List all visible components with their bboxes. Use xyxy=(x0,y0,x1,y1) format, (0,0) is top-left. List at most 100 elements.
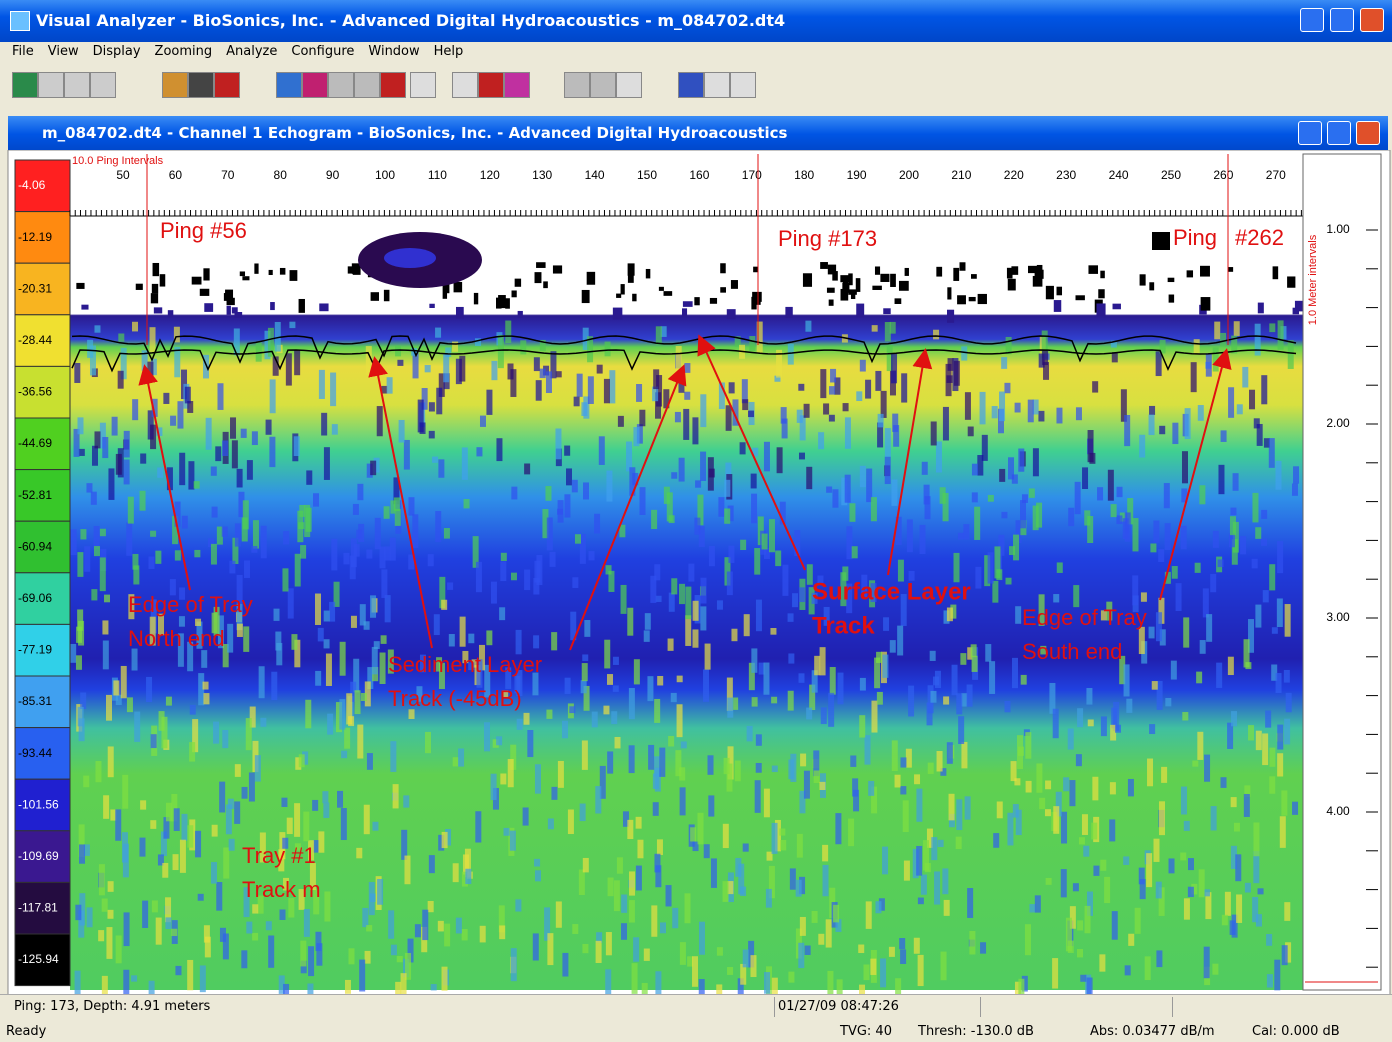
echo-pixel xyxy=(1237,404,1243,414)
toolbar-button[interactable] xyxy=(678,72,704,98)
toolbar-button[interactable] xyxy=(410,72,436,98)
echo-pixel xyxy=(1018,449,1024,472)
echo-pixel xyxy=(511,948,517,981)
menu-item[interactable]: Window xyxy=(368,44,419,59)
menu-item[interactable]: Help xyxy=(434,44,464,59)
echo-pixel xyxy=(621,895,627,913)
toolbar-button[interactable] xyxy=(354,72,380,98)
echo-pixel xyxy=(744,614,750,636)
annotation: Track m xyxy=(242,877,321,902)
toolbar-button[interactable] xyxy=(590,72,616,98)
echo-pixel xyxy=(604,379,610,403)
divider xyxy=(774,997,775,1017)
echo-pixel xyxy=(603,706,609,715)
echo-pixel xyxy=(569,706,575,713)
echo-pixel xyxy=(442,967,448,991)
echo-pixel xyxy=(220,928,226,942)
echo-pixel xyxy=(403,795,409,807)
child-close[interactable] xyxy=(1356,121,1380,145)
echo-pixel xyxy=(1255,527,1261,539)
echo-pixel xyxy=(112,417,118,436)
toolbar-button[interactable] xyxy=(704,72,730,98)
echo-pixel xyxy=(212,507,218,518)
echo-pixel xyxy=(1181,526,1187,550)
echo-pixel xyxy=(261,526,267,559)
echo-pixel xyxy=(790,754,796,782)
echo-pixel xyxy=(677,676,683,683)
echo-pixel xyxy=(729,382,735,393)
echo-pixel xyxy=(370,595,376,617)
echo-pixel xyxy=(780,840,786,850)
echo-pixel xyxy=(1029,904,1035,912)
toolbar-button[interactable] xyxy=(38,72,64,98)
echo-pixel xyxy=(175,550,181,560)
child-minimize[interactable] xyxy=(1298,121,1322,145)
echo-pixel xyxy=(852,546,858,558)
echo-pixel xyxy=(108,881,114,892)
echo-pixel xyxy=(937,751,943,771)
toolbar-button[interactable] xyxy=(328,72,354,98)
child-maximize[interactable] xyxy=(1327,121,1351,145)
toolbar-button[interactable] xyxy=(302,72,328,98)
echo-pixel xyxy=(533,933,539,960)
echo-pixel xyxy=(337,791,343,808)
echo-pixel xyxy=(365,951,371,964)
echo-pixel xyxy=(607,751,613,773)
close-button[interactable] xyxy=(1360,8,1384,32)
echo-pixel xyxy=(1248,725,1254,740)
echo-pixel xyxy=(788,653,794,663)
echo-pixel xyxy=(1206,614,1212,642)
minimize-button[interactable] xyxy=(1300,8,1324,32)
echo-pixel xyxy=(1244,794,1250,817)
toolbar-button[interactable] xyxy=(90,72,116,98)
echo-pixel xyxy=(1125,965,1131,975)
echo-pixel xyxy=(166,697,172,706)
echo-pixel xyxy=(636,817,642,829)
echo-pixel xyxy=(151,734,157,748)
toolbar-button[interactable] xyxy=(276,72,302,98)
echo-pixel xyxy=(1169,295,1175,303)
toolbar-button[interactable] xyxy=(504,72,530,98)
menu-item[interactable]: Zooming xyxy=(155,44,213,59)
echo-pixel xyxy=(918,955,924,986)
toolbar-button[interactable] xyxy=(452,72,478,98)
menu-item[interactable]: Analyze xyxy=(226,44,277,59)
toolbar-button[interactable] xyxy=(188,72,214,98)
echo-pixel xyxy=(1261,539,1267,546)
echo-pixel xyxy=(1115,725,1121,733)
toolbar-button[interactable] xyxy=(162,72,188,98)
toolbar-button[interactable] xyxy=(214,72,240,98)
echo-pixel xyxy=(666,885,672,906)
echo-pixel xyxy=(190,705,196,715)
menu-item[interactable]: View xyxy=(48,44,79,59)
menu-item[interactable]: File xyxy=(12,44,34,59)
echo-pixel xyxy=(126,523,132,556)
echo-pixel xyxy=(604,640,610,669)
echo-pixel xyxy=(340,642,346,676)
toolbar-button[interactable] xyxy=(616,72,642,98)
echo-pixel xyxy=(727,309,736,319)
echo-pixel xyxy=(372,647,378,674)
echo-pixel xyxy=(617,857,623,873)
toolbar-button[interactable] xyxy=(478,72,504,98)
echo-pixel xyxy=(1233,473,1239,491)
echo-pixel xyxy=(974,507,980,540)
color-scale-label: -109.69 xyxy=(18,849,59,863)
toolbar-button[interactable] xyxy=(64,72,90,98)
ping-tick-label: 160 xyxy=(689,168,709,182)
echo-pixel xyxy=(212,825,218,837)
echo-pixel xyxy=(953,268,959,281)
echo-pixel xyxy=(823,403,829,414)
toolbar-button[interactable] xyxy=(12,72,38,98)
echo-pixel xyxy=(390,538,396,561)
menu-item[interactable]: Display xyxy=(93,44,141,59)
annotation: Ping #173 xyxy=(778,226,877,251)
echo-pixel xyxy=(848,819,854,847)
toolbar-button[interactable] xyxy=(564,72,590,98)
toolbar-button[interactable] xyxy=(730,72,756,98)
menu-item[interactable]: Configure xyxy=(291,44,354,59)
restore-button[interactable] xyxy=(1330,8,1354,32)
echo-pixel xyxy=(1156,351,1162,376)
echo-pixel xyxy=(268,936,274,968)
toolbar-button[interactable] xyxy=(380,72,406,98)
